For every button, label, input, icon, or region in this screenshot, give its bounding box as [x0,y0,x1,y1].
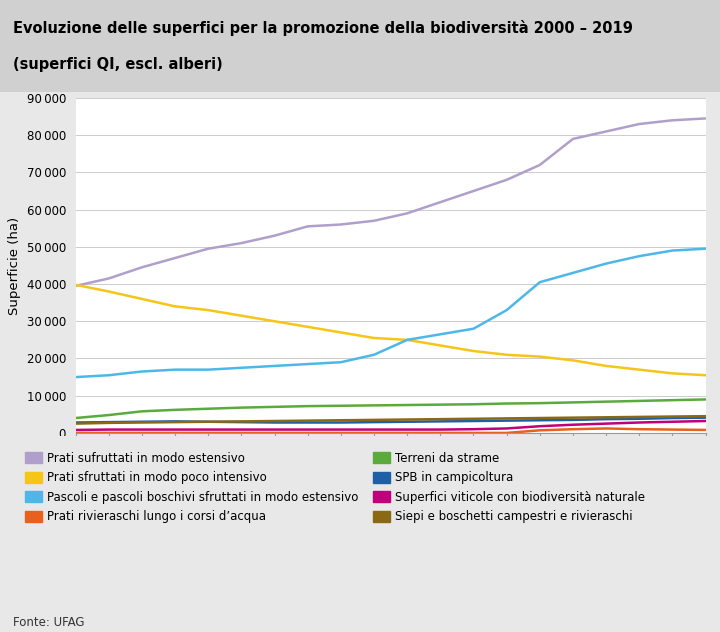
Text: Evoluzione delle superfici per la promozione della biodiversità 2000 – 2019: Evoluzione delle superfici per la promoz… [13,20,633,36]
Y-axis label: Superficie (ha): Superficie (ha) [8,216,21,315]
Text: (superfici QI, escl. alberi): (superfici QI, escl. alberi) [13,57,222,72]
Text: Fonte: UFAG: Fonte: UFAG [13,616,84,629]
Legend: Prati sufruttati in modo estensivo, Prati sfruttati in modo poco intensivo, Pasc: Prati sufruttati in modo estensivo, Prat… [20,447,650,528]
